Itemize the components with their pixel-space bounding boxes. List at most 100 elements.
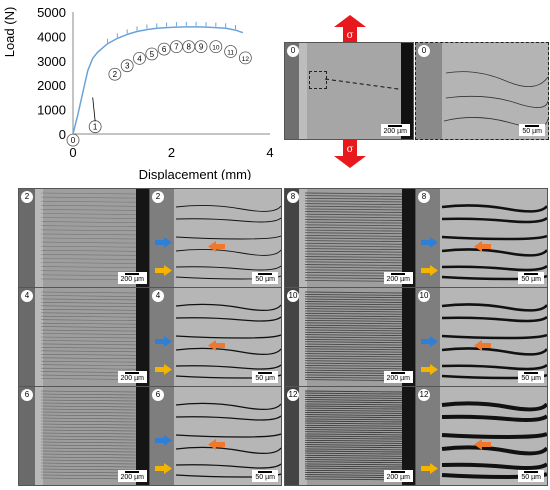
scale-bar-label: 50 µm xyxy=(521,474,541,481)
scale-bar: 50 µm xyxy=(252,272,278,284)
yellow-arrow xyxy=(421,463,438,474)
y-tick-label: 0 xyxy=(59,127,66,142)
scale-bar: 200 µm xyxy=(383,470,413,482)
scale-bar: 200 µm xyxy=(117,272,147,284)
stage-marker: 0 xyxy=(66,133,80,147)
scale-bar: 50 µm xyxy=(252,470,278,482)
stage-marker-label: 4 xyxy=(137,54,142,63)
stage-1-pointer xyxy=(92,97,96,122)
stage-marker-circle xyxy=(133,51,146,65)
high-mag-micrograph: 6 50 µm xyxy=(149,386,282,486)
overview-micrograph: 0 200 µm xyxy=(284,42,414,140)
x-tick-label: 0 xyxy=(69,145,76,160)
stage-marker: 7 xyxy=(170,40,183,54)
low-mag-micrograph: 6 200 µm xyxy=(18,386,151,486)
low-mag-micrograph: 10 200 µm xyxy=(284,287,417,387)
blue-arrow xyxy=(155,237,172,248)
scale-bar: 200 µm xyxy=(117,371,147,383)
striation-lines xyxy=(40,390,137,480)
panel-badge: 4 xyxy=(21,290,33,302)
x-tick-label: 2 xyxy=(168,145,175,160)
scale-bar-label: 200 µm xyxy=(386,474,411,481)
scale-bar-label: 50 µm xyxy=(255,474,275,481)
panel-badge: 12 xyxy=(418,389,430,401)
low-mag-micrograph: 2 200 µm xyxy=(18,188,151,288)
stage-marker-label: 0 xyxy=(71,136,76,145)
stage-marker-label: 1 xyxy=(93,123,98,132)
scale-bar-label: 50 µm xyxy=(521,375,541,382)
blue-arrow xyxy=(421,237,438,248)
x-tick-label: 4 xyxy=(266,145,273,160)
blue-arrow xyxy=(155,435,172,446)
stage-marker: 9 xyxy=(194,40,208,54)
scale-bar: 50 µm xyxy=(252,371,278,383)
stage-marker-circle xyxy=(120,59,134,73)
chart-axes xyxy=(72,12,270,135)
stage-marker-label: 9 xyxy=(199,43,204,52)
stage-marker-label: 11 xyxy=(227,50,234,57)
panel-badge: 2 xyxy=(152,191,164,203)
y-tick-label: 2000 xyxy=(37,78,66,93)
y-tick-label: 1000 xyxy=(37,103,66,118)
yellow-arrow xyxy=(421,364,438,375)
stage-marker-circle xyxy=(66,133,80,147)
stage-marker-circle xyxy=(157,42,171,56)
orange-arrow xyxy=(474,340,491,351)
yellow-arrow xyxy=(155,265,172,276)
stress-symbol-up: σ xyxy=(347,30,354,41)
scale-bar-label: 200 µm xyxy=(386,276,411,283)
zoom-region-box xyxy=(309,71,327,89)
striation-lines xyxy=(304,192,403,282)
panel-badge: 0 xyxy=(287,45,299,57)
stage-marker-circle xyxy=(238,51,252,65)
panel-badge: 4 xyxy=(152,290,164,302)
scale-bar: 200 µm xyxy=(383,272,413,284)
high-mag-micrograph: 2 50 µm xyxy=(149,188,282,288)
scale-bar-label: 200 µm xyxy=(120,474,145,481)
stage-marker-label: 10 xyxy=(212,45,220,52)
blue-arrow xyxy=(421,336,438,347)
high-mag-micrograph: 12 50 µm xyxy=(415,386,548,486)
chart-series xyxy=(72,21,244,135)
x-axis-label: Displacement (mm) xyxy=(139,167,252,180)
striation-lines xyxy=(40,192,137,281)
stage-marker-label: 8 xyxy=(187,43,192,52)
scale-bar: 200 µm xyxy=(383,371,413,383)
scale-bar-label: 50 µm xyxy=(255,375,275,382)
scale-bar: 50 µm xyxy=(518,272,544,284)
yellow-arrow xyxy=(155,463,172,474)
scale-bar: 200 µm xyxy=(117,470,147,482)
stress-symbol-down: σ xyxy=(347,144,354,155)
stage-marker-circle xyxy=(224,45,238,58)
scale-bar-label: 200 µm xyxy=(120,375,145,382)
low-mag-micrograph: 8 200 µm xyxy=(284,188,417,288)
stress-arrow-down: σ xyxy=(334,140,366,168)
stage-marker: 1 xyxy=(88,120,102,134)
stage-marker: 10 xyxy=(209,40,223,54)
stage-marker: 4 xyxy=(133,51,146,65)
panel-badge: 6 xyxy=(152,389,164,401)
y-tick-label: 3000 xyxy=(37,54,66,69)
yellow-arrow xyxy=(421,265,438,276)
stage-marker-circle xyxy=(209,40,223,54)
stage-marker: 8 xyxy=(182,40,196,54)
zoom-micrograph: 0 50 µm xyxy=(415,42,549,140)
y-tick-label: 4000 xyxy=(37,29,66,44)
stage-marker: 11 xyxy=(224,45,238,58)
panel-badge: 8 xyxy=(287,191,299,203)
orange-arrow xyxy=(208,241,225,252)
orange-arrow xyxy=(474,439,491,450)
stage-marker-label: 6 xyxy=(162,45,167,54)
load-curve-line xyxy=(72,26,244,135)
panel-badge: 8 xyxy=(418,191,430,203)
stage-marker-circle xyxy=(145,47,159,61)
scale-bar: 50 µm xyxy=(518,371,544,383)
orange-arrow xyxy=(208,439,225,450)
high-mag-micrograph: 10 50 µm xyxy=(415,287,548,387)
stage-marker: 12 xyxy=(238,51,252,65)
stage-marker-label: 7 xyxy=(174,43,179,52)
scale-bar: 50 µm xyxy=(519,124,545,136)
panel-badge: 2 xyxy=(21,191,33,203)
